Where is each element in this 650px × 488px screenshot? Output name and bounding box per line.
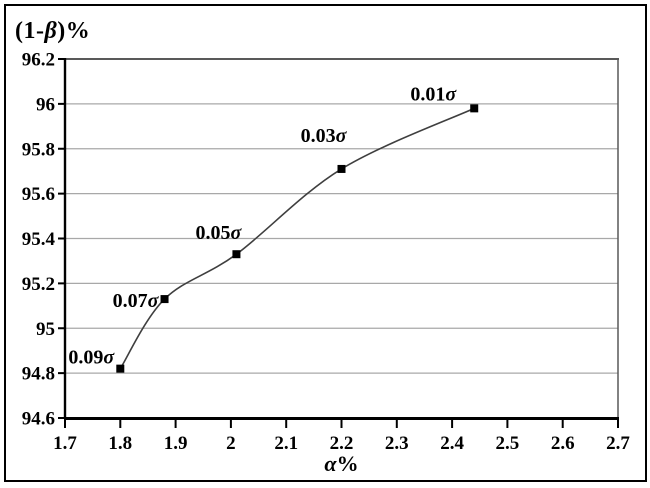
data-point-marker xyxy=(337,164,346,173)
y-tick-label: 96 xyxy=(36,94,55,115)
data-point-marker xyxy=(116,364,125,373)
y-tick-label: 95.2 xyxy=(22,274,55,295)
data-point-label: 0.09σ xyxy=(68,347,115,369)
series-line xyxy=(119,107,475,370)
x-tick-label: 1.8 xyxy=(108,433,132,454)
y-axis-title-beta-symbol: β xyxy=(44,18,58,44)
y-tick-label: 95 xyxy=(36,319,55,340)
x-tick-label: 1.7 xyxy=(53,433,77,454)
x-tick-label: 2.5 xyxy=(496,433,520,454)
y-tick-label: 95.4 xyxy=(22,229,56,250)
data-point-marker xyxy=(232,250,241,259)
y-axis-title-post: )% xyxy=(57,18,91,44)
x-tick-label: 2 xyxy=(226,433,236,454)
y-axis-title-pre: (1- xyxy=(15,18,45,44)
x-axis-title-alpha-symbol: α xyxy=(324,451,337,476)
x-tick-label: 2.6 xyxy=(551,433,575,454)
x-tick-label: 2.1 xyxy=(274,433,298,454)
data-point-label: 0.03σ xyxy=(301,125,348,147)
data-point-marker xyxy=(160,295,169,304)
x-axis-title-post: % xyxy=(336,451,359,476)
y-tick-label: 95.6 xyxy=(22,184,55,205)
x-tick-label: 2.3 xyxy=(385,433,409,454)
data-point-marker xyxy=(470,104,479,113)
y-tick-label: 94.8 xyxy=(22,364,55,385)
x-tick-label: 2.4 xyxy=(440,433,464,454)
y-tick-label: 95.8 xyxy=(22,139,55,160)
data-point-label: 0.01σ xyxy=(410,83,457,105)
y-axis-title: (1-β)% xyxy=(15,18,90,45)
x-tick-label: 2.7 xyxy=(606,433,630,454)
y-tick-label: 96.2 xyxy=(22,50,55,71)
x-tick-label: 1.9 xyxy=(164,433,188,454)
data-point-label: 0.07σ xyxy=(113,290,160,312)
data-point-label: 0.05σ xyxy=(196,222,243,244)
y-tick-label: 94.6 xyxy=(22,409,55,430)
x-tick-label: 2.2 xyxy=(330,433,354,454)
x-axis-title: α% xyxy=(65,451,618,477)
